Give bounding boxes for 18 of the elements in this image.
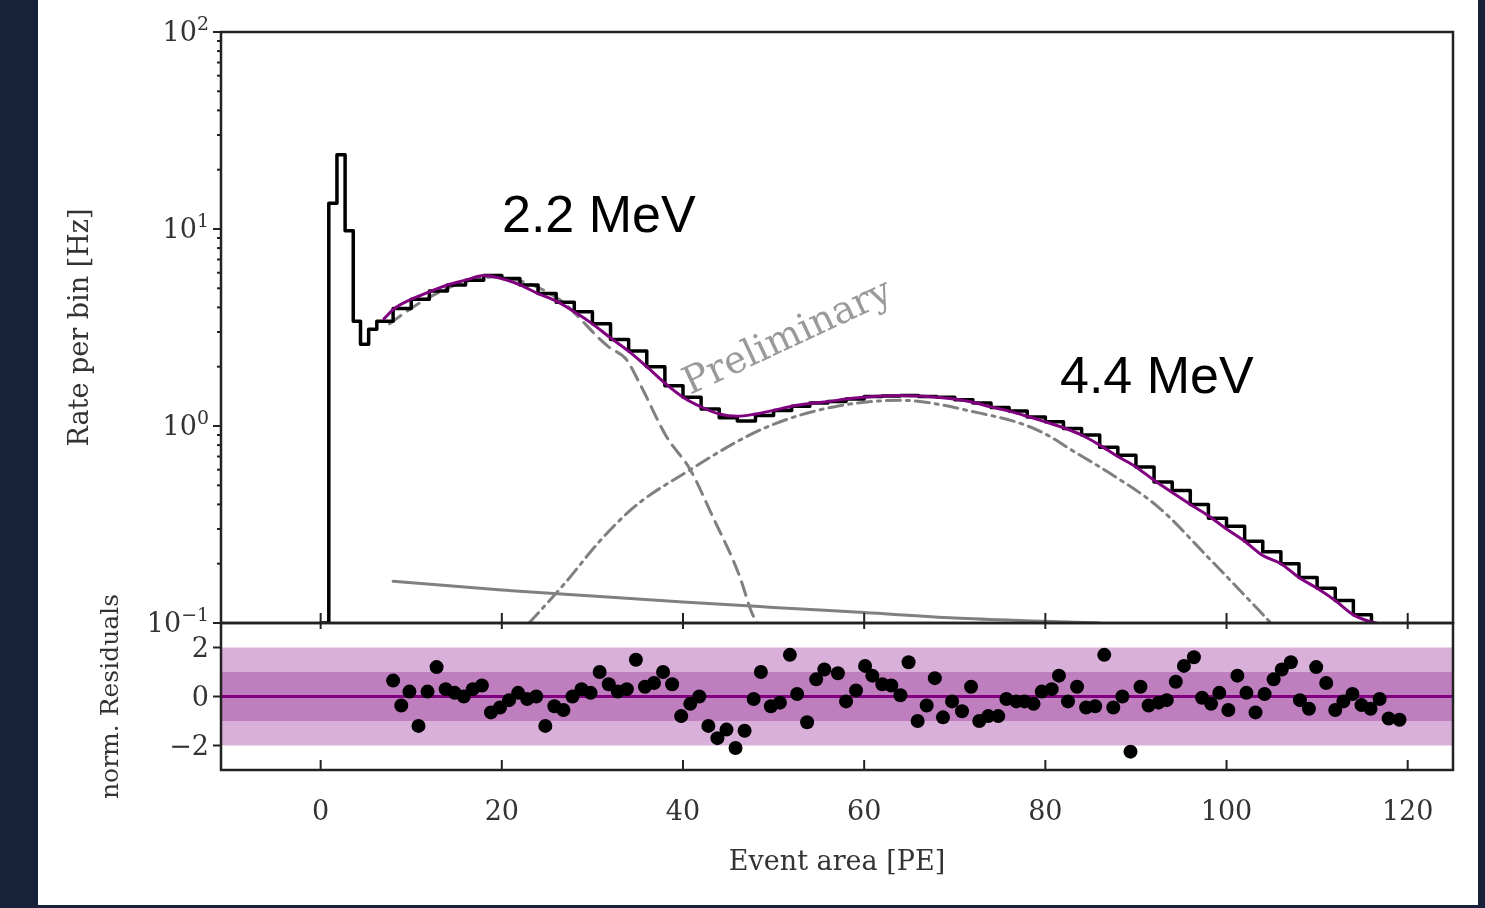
y-tick-label: 10$^{2}$ <box>162 12 209 48</box>
x-tick-label: 40 <box>665 795 701 826</box>
annotation: 4.4 MeV <box>1060 346 1254 404</box>
x-axis-title: Event area [PE] <box>728 845 946 876</box>
x-tick-label: 0 <box>312 795 330 826</box>
x-tick-label: 60 <box>847 795 882 826</box>
y-tick-label: 10$^{0}$ <box>162 406 209 442</box>
y-tick-label: −2 <box>169 729 209 761</box>
x-tick-label: 120 <box>1381 795 1434 826</box>
y-tick-label: 0 <box>191 680 209 712</box>
y-axis-title: Rate per bin [Hz] <box>63 208 94 447</box>
x-tick-label: 80 <box>1028 795 1063 826</box>
y-tick-label: 10$^{1}$ <box>162 209 209 245</box>
annotation: 2.2 MeV <box>502 185 696 243</box>
y-axis-title: norm. Residuals <box>95 594 124 799</box>
x-tick-label: 20 <box>484 795 519 826</box>
x-tick-label: 100 <box>1200 795 1253 826</box>
line-series <box>382 274 1378 623</box>
